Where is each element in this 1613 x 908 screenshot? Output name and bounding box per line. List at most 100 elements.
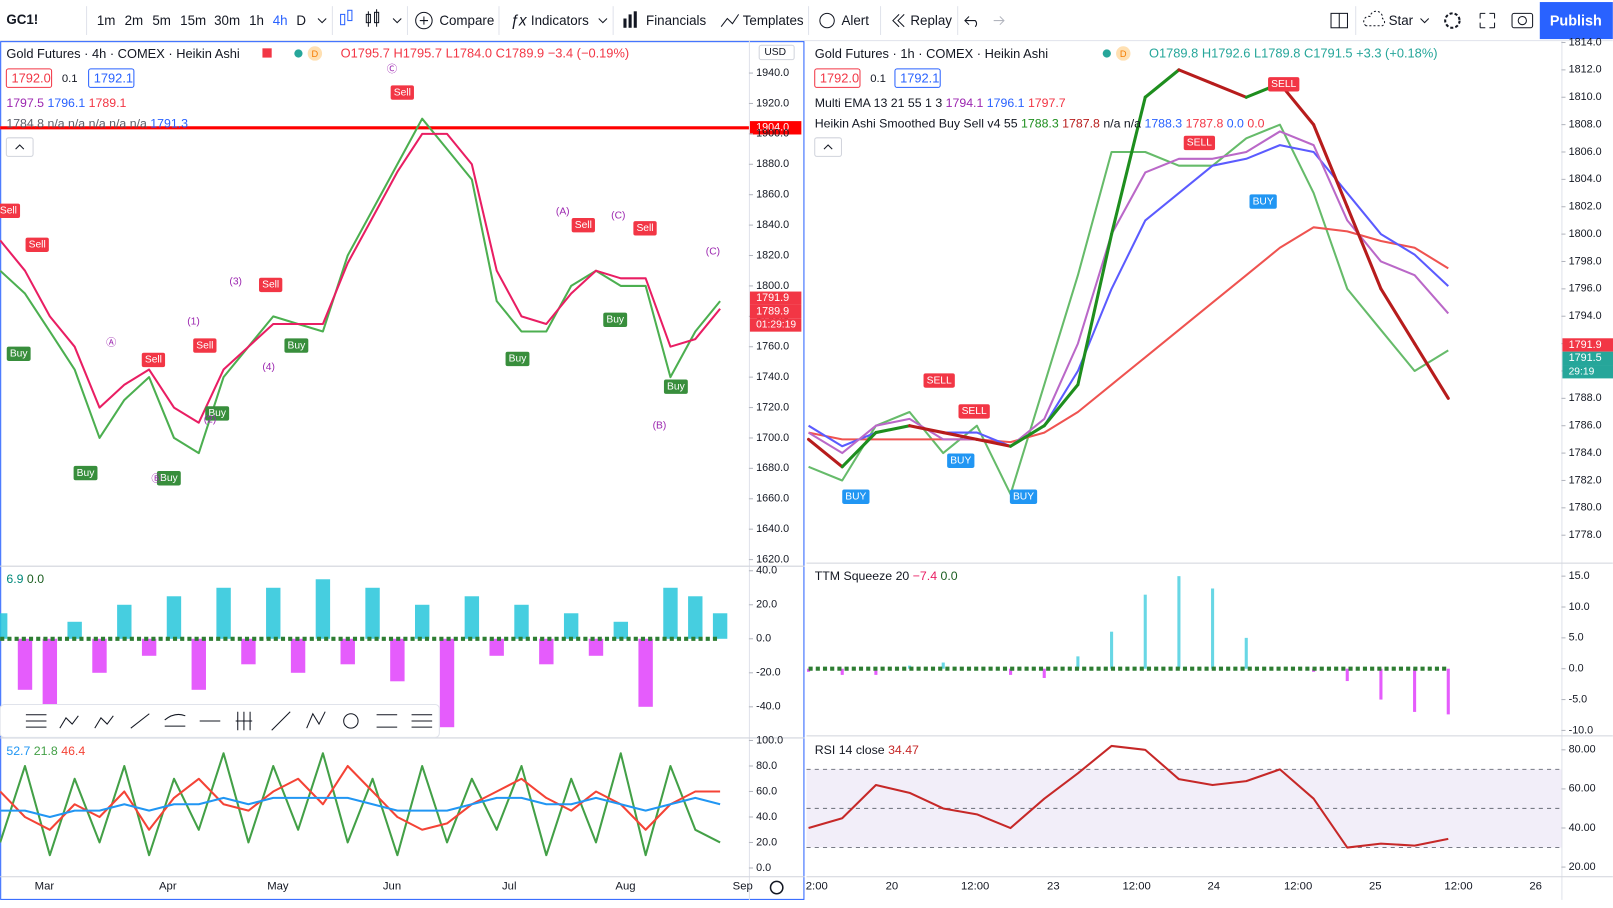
alert-button[interactable]: Alert (841, 13, 869, 28)
smoothed-segment (1312, 123, 1349, 209)
tool[interactable] (25, 714, 47, 728)
smoothed-segment (807, 437, 844, 469)
y-tick-label: 1802.0 (1569, 201, 1602, 213)
histogram-bar (415, 604, 430, 639)
bar-style-icon[interactable] (340, 9, 353, 26)
signal-label: Sell (262, 280, 279, 291)
signal-label: SELL (962, 406, 987, 417)
indicator-last: 1791.3 (150, 117, 188, 131)
dropdown-icon[interactable] (317, 18, 327, 24)
tool[interactable] (59, 715, 79, 729)
histogram-bar (17, 638, 33, 690)
smoothed-segment (1177, 68, 1215, 86)
financials-icon[interactable] (623, 11, 637, 28)
ha-value: 0.0 (1227, 117, 1244, 131)
tool[interactable] (164, 713, 186, 727)
publish-label[interactable]: Publish (1550, 13, 1602, 29)
histogram-bar (216, 587, 231, 639)
bid[interactable]: 1792.0 (11, 71, 50, 86)
replay-button[interactable]: Replay (910, 13, 952, 28)
histogram-bar (241, 638, 256, 665)
line-series (0, 764, 721, 831)
y-tick-label: 40.0 (756, 565, 777, 577)
ema-21: 1796.1 (48, 96, 86, 110)
signal-box (193, 338, 217, 353)
collapse-button[interactable] (814, 137, 842, 157)
ask[interactable]: 1792.1 (900, 71, 939, 86)
y-tick-label: 80.0 (756, 760, 777, 772)
bid[interactable]: 1792.0 (820, 71, 859, 86)
y-tick-label: 1810.0 (1569, 91, 1602, 103)
smoothed-segment (1379, 287, 1417, 346)
y-tick-label: -40.0 (756, 701, 781, 713)
wave-label: (4) (262, 362, 275, 373)
signal-box (571, 218, 595, 233)
templates-button[interactable]: Templates (743, 13, 804, 28)
interval[interactable]: 1h (249, 13, 264, 28)
interval[interactable]: 5m (152, 13, 171, 28)
x-tick-label: Sep (733, 881, 753, 893)
tool[interactable] (94, 715, 114, 729)
tool[interactable] (306, 711, 326, 729)
smoothed-segment (1009, 424, 1046, 448)
redo-icon[interactable] (993, 16, 1005, 26)
left-osc-legend: 6.9 0.0 (6, 572, 44, 586)
dropdown-icon[interactable] (392, 18, 402, 24)
y-tick-label: 1700.0 (756, 432, 789, 444)
signal-box (663, 379, 688, 394)
y-tick-label: 40.00 (1569, 822, 1596, 834)
y-tick-label: 1814.0 (1569, 36, 1602, 48)
cloud-icon[interactable] (1363, 10, 1386, 27)
symbol[interactable]: GC1! (6, 12, 38, 27)
close: C1791.5 (1304, 46, 1353, 61)
ttm-value: −7.4 (913, 569, 937, 583)
indicators-icon[interactable]: ƒx (510, 13, 528, 30)
compare-icon[interactable] (415, 11, 433, 30)
histogram-bar (1244, 637, 1248, 669)
tool[interactable] (376, 714, 398, 728)
collapse-button[interactable] (5, 137, 34, 157)
tool[interactable] (235, 711, 253, 731)
candle-icon[interactable] (365, 9, 380, 27)
tool[interactable] (130, 713, 150, 729)
alert-icon[interactable] (819, 12, 835, 29)
publish-button[interactable] (1539, 2, 1613, 40)
snapshot-icon[interactable] (1511, 12, 1534, 29)
y-tick-label: -10.0 (1569, 724, 1594, 736)
star-button[interactable]: Star (1389, 13, 1414, 28)
ask[interactable]: 1792.1 (94, 71, 133, 86)
line-series (0, 132, 721, 424)
osc-signal: 0.0 (27, 572, 44, 586)
undo-icon[interactable] (964, 16, 978, 28)
financials-button[interactable]: Financials (646, 13, 706, 28)
settings-icon[interactable] (769, 880, 784, 895)
wave-label: Ⓑ (151, 473, 161, 485)
histogram-bar (1379, 668, 1383, 700)
y-tick-label: 0.0 (756, 633, 771, 645)
close: C1789.9 (496, 46, 545, 61)
y-tick-label: 1806.0 (1569, 146, 1602, 158)
tool[interactable] (271, 711, 291, 731)
settings-icon[interactable] (1444, 12, 1461, 29)
compare-button[interactable]: Compare (439, 13, 494, 28)
ema-13: 1797.5 (6, 96, 44, 110)
interval-active[interactable]: 4h (273, 13, 288, 28)
svg-text:D: D (1120, 49, 1127, 59)
currency[interactable]: USD (764, 47, 786, 58)
interval[interactable]: 15m (180, 13, 206, 28)
histogram-bar (266, 587, 281, 639)
y-tick-label: 1784.0 (1569, 447, 1602, 459)
interval[interactable]: 2m (125, 13, 144, 28)
templates-icon[interactable] (720, 14, 740, 28)
tool[interactable] (411, 714, 433, 728)
interval[interactable]: 1m (97, 13, 116, 28)
ema-21: 1796.1 (987, 96, 1025, 110)
histogram-bar (117, 604, 132, 639)
indicators-button[interactable]: Indicators (531, 13, 589, 28)
interval[interactable]: 30m (214, 13, 240, 28)
fullscreen-icon[interactable] (1479, 12, 1496, 29)
replay-icon[interactable] (892, 14, 905, 28)
interval[interactable]: D (296, 13, 306, 28)
histogram-bar (365, 587, 380, 639)
tool[interactable] (343, 713, 359, 729)
